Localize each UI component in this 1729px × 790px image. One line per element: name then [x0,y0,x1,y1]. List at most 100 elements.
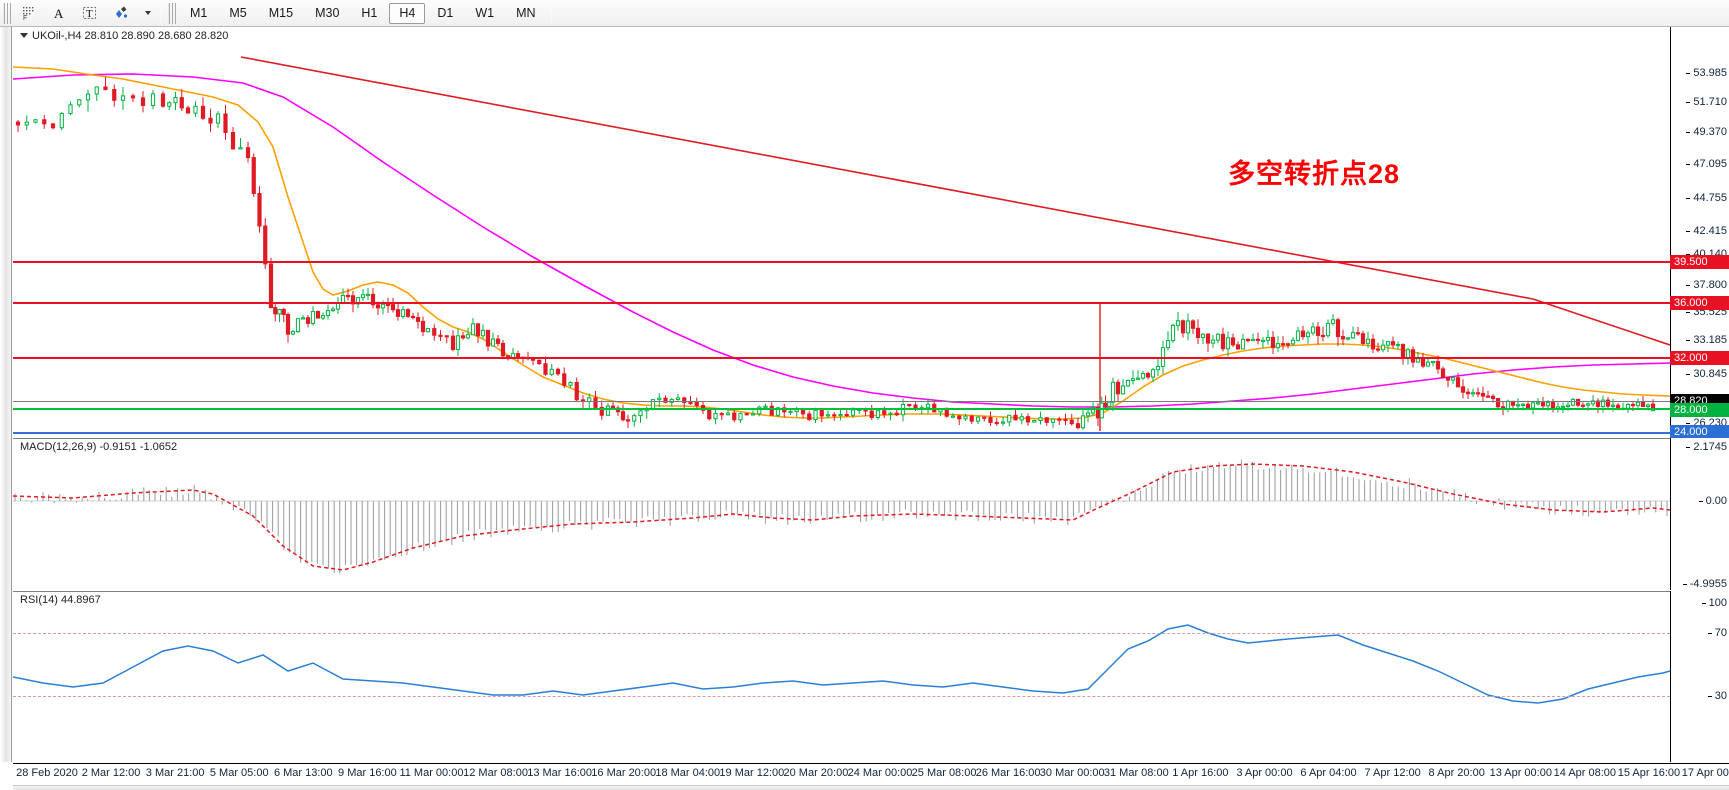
svg-text:T: T [86,8,93,20]
price-plot[interactable]: 多空转折点28 [13,27,1670,437]
period-d1[interactable]: D1 [437,5,454,20]
price-tag-24000: 24.000 [1670,425,1729,439]
period-m5[interactable]: M5 [229,5,247,20]
time-tick: 14 Apr 08:00 [1553,767,1617,779]
level-line-39500 [13,261,1670,263]
time-tick: 26 Mar 16:00 [975,767,1041,779]
price-tick-51710: 51.710 [1686,96,1727,108]
time-tick: 16 Mar 20:00 [591,767,657,779]
time-tick: 12 Mar 08:00 [463,767,528,779]
price-symbol-text: UKOil-,H4 28.810 28.890 28.680 28.820 [32,30,229,42]
svg-text:A: A [54,6,64,21]
macd-axis[interactable]: 2.1745 0.00 -4.9955 [1670,438,1729,590]
time-tick: 8 Apr 20:00 [1428,767,1485,779]
period-h1[interactable]: H1 [361,5,378,20]
macd-indicator-label: MACD(12,26,9) -0.9151 -1.0652 [18,441,180,453]
rsi-oversold-line [13,696,1670,697]
time-tick: 7 Apr 12:00 [1364,767,1421,779]
price-tag-39500: 39.500 [1670,255,1729,269]
price-tick-44755: 44.755 [1686,192,1727,204]
time-tick: 15 Apr 16:00 [1617,767,1681,779]
time-tick: 18 Mar 04:00 [655,767,721,779]
level-line-36000 [13,302,1670,304]
macd-pane[interactable]: MACD(12,26,9) -0.9151 -1.0652 2.1745 0.0… [13,438,1729,590]
price-tick-30845: 30.845 [1686,368,1727,380]
toolbar-separator-2 [550,3,552,23]
rsi-series [13,624,1670,704]
time-tick: 13 Apr 00:00 [1489,767,1552,779]
rsi-axis[interactable]: 100 70 30 [1670,591,1729,762]
macd-tick-max: 2.1745 [1686,441,1727,453]
rsi-tick-70: 70 [1707,627,1727,639]
time-tick: 28 Feb 2020 [16,767,78,779]
collapse-triangle-icon[interactable] [20,33,28,38]
drawing-tools-dropdown-icon[interactable] [138,2,155,24]
period-h4[interactable]: H4 [389,2,426,24]
time-tick: 13 Mar 16:00 [527,767,593,779]
period-m15[interactable]: M15 [268,5,294,20]
period-mn[interactable]: MN [516,5,536,20]
period-m1[interactable]: M1 [190,5,208,20]
price-tag-32000: 32.000 [1670,351,1729,365]
time-tick: 31 Mar 08:00 [1103,767,1169,779]
rsi-pane-divider [13,591,1729,592]
rsi-pane[interactable]: RSI(14) 44.8967 100 70 30 [13,591,1729,762]
price-axis[interactable]: 53.985 51.710 49.370 47.095 44.755 42.41… [1670,27,1729,439]
price-candlestick-series [13,56,1670,431]
macd-tick-min: -4.9955 [1682,578,1727,590]
horizontal-scrollbar[interactable] [13,785,1729,790]
price-pane[interactable]: 多空转折点28 UKOil-,H4 28.810 28.890 28.680 2… [13,27,1729,439]
time-tick: 2 Mar 12:00 [81,767,141,779]
toolbar-separator-1 [160,3,161,23]
time-tick: 24 Mar 00:00 [847,767,913,779]
time-tick: 11 Mar 00:00 [399,767,464,779]
price-tick-33185: 33.185 [1686,334,1727,346]
price-tick-49370: 49.370 [1686,126,1727,138]
price-tick-42415: 42.415 [1686,225,1727,237]
price-tag-28000: 28.000 [1670,403,1729,417]
time-tick: 17 Apr 00:00 [1681,767,1729,779]
level-line-28000 [13,408,1670,410]
time-tick: 9 Mar 16:00 [338,767,397,779]
macd-series [13,459,1670,574]
time-tick: 3 Apr 00:00 [1236,767,1293,779]
price-tick-47095: 47.095 [1686,158,1727,170]
time-tick: 20 Mar 20:00 [783,767,849,779]
chevron-down-icon [145,11,151,15]
price-tag-36000: 36.000 [1670,296,1729,310]
macd-plot[interactable] [13,438,1670,590]
time-tick: 1 Apr 16:00 [1172,767,1229,779]
period-w1[interactable]: W1 [475,5,495,20]
svg-text:F: F [23,15,27,21]
time-tick: 30 Mar 00:00 [1039,767,1105,779]
time-tick: 19 Mar 12:00 [719,767,785,779]
time-tick: 5 Mar 05:00 [209,767,269,779]
vertical-scrollbar[interactable] [0,27,12,762]
price-symbol-label: UKOil-,H4 28.810 28.890 28.680 28.820 [18,30,231,42]
text-label-icon[interactable]: A [45,2,73,24]
toolbar-drag-handle[interactable] [3,2,12,24]
crosshair-f-icon[interactable]: F [15,2,43,24]
price-tick-53985: 53.985 [1686,67,1727,79]
text-box-icon[interactable]: T [75,2,104,24]
drawing-tools-icon[interactable] [106,2,136,24]
period-m30[interactable]: M30 [315,5,340,20]
main-toolbar: F A T M1 M5 M15 [0,0,1729,27]
period-toolbar-drag-handle[interactable] [168,2,177,24]
rsi-indicator-label: RSI(14) 44.8967 [18,594,103,606]
chart-area: 多空转折点28 UKOil-,H4 28.810 28.890 28.680 2… [0,27,1729,790]
macd-tick-zero: 0.00 [1698,495,1727,507]
time-tick: 3 Mar 21:00 [145,767,205,779]
rsi-plot[interactable] [13,591,1670,762]
time-tick: 6 Apr 04:00 [1300,767,1357,779]
chart-annotation-text: 多空转折点28 [1228,159,1401,189]
time-tick: 6 Mar 13:00 [273,767,333,779]
macd-pane-divider [13,438,1729,439]
level-line-24000 [13,432,1670,434]
level-line-32000 [13,357,1670,359]
rsi-overbought-line [13,633,1670,634]
price-tick-37800: 37.800 [1686,279,1727,291]
rsi-tick-100: 100 [1701,597,1727,609]
panes-container: 多空转折点28 UKOil-,H4 28.810 28.890 28.680 2… [13,27,1729,790]
